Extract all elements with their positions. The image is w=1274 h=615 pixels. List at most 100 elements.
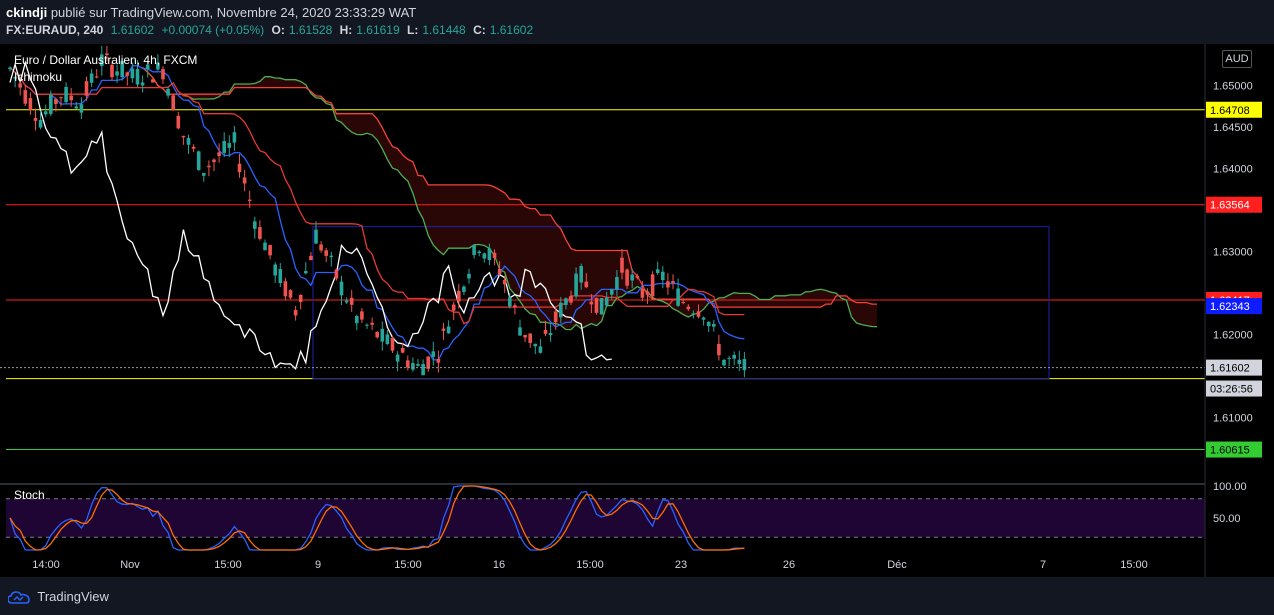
tradingview-cloud-icon xyxy=(7,590,30,604)
candle-body xyxy=(599,298,604,315)
time-tick-label: 16 xyxy=(493,559,505,571)
candle-body xyxy=(247,199,252,201)
close-label: C: xyxy=(473,23,486,37)
candle-body xyxy=(349,297,354,305)
high-label: H: xyxy=(339,23,353,37)
candle-body xyxy=(477,251,481,253)
candle-body xyxy=(115,71,119,76)
candle-body xyxy=(594,297,599,313)
price-tick-label: 1.61000 xyxy=(1213,413,1253,425)
candle-body xyxy=(416,364,420,366)
candle-body xyxy=(13,77,17,79)
candle-body xyxy=(513,305,517,308)
candle-body xyxy=(23,90,28,104)
candle-body xyxy=(610,289,614,295)
chart-background xyxy=(0,44,1274,577)
candle-body xyxy=(135,69,140,85)
candle-body xyxy=(74,106,79,109)
candle-body xyxy=(426,356,430,369)
price-label-bg xyxy=(1206,101,1262,118)
candle-body xyxy=(553,311,558,323)
candle-body xyxy=(309,255,313,261)
candle-body xyxy=(671,281,675,284)
price-label-text: 03:26:56 xyxy=(1210,384,1253,396)
time-tick-label: 7 xyxy=(1040,559,1046,571)
candle-body xyxy=(727,357,731,359)
cloud-fill xyxy=(142,67,878,330)
candle-body xyxy=(635,275,640,278)
candle-body xyxy=(298,294,303,302)
candle-body xyxy=(329,255,334,258)
candle-body xyxy=(579,266,583,283)
candle-body xyxy=(640,289,645,298)
price-axis[interactable]: 1.65000 1.64500 1.64000 1.63000 1.62000 1.610… xyxy=(1213,81,1253,425)
price-tick-label: 1.62000 xyxy=(1213,330,1253,342)
candle-body xyxy=(497,268,502,274)
candle-body xyxy=(375,332,379,338)
candle-body xyxy=(411,363,415,370)
candle-body xyxy=(650,274,655,297)
candle-body xyxy=(737,359,742,364)
price-labels: 1.647081.635641.624171.623431.6160203:26… xyxy=(1206,101,1262,458)
candle-body xyxy=(400,348,405,353)
author-name[interactable]: ckindji xyxy=(6,5,48,20)
candle-body xyxy=(273,264,277,276)
candle-body xyxy=(462,286,466,292)
candle-body xyxy=(283,281,288,297)
candle-body xyxy=(395,354,400,362)
candle-body xyxy=(406,360,410,368)
candle-body xyxy=(166,88,170,96)
price-change: +0.00074 (+0.05%) xyxy=(161,23,265,37)
candle-body xyxy=(69,95,73,101)
candle-body xyxy=(140,82,145,86)
candle-body xyxy=(94,76,99,78)
candle-body xyxy=(742,359,747,371)
stochastic-pane: 100.00 50.00 xyxy=(6,481,1247,551)
candle-body xyxy=(666,281,670,288)
time-axis[interactable]: 14:00 Nov 15:00 9 15:00 16 15:00 23 26 Déc 7 15:00 xyxy=(32,559,1148,571)
low-value: 1.61448 xyxy=(422,23,466,37)
tradingview-logo[interactable]: TradingView xyxy=(7,589,109,605)
candle-body xyxy=(293,310,298,316)
candle-body xyxy=(232,132,237,143)
candle-body xyxy=(487,248,492,261)
candle-body xyxy=(655,269,660,273)
stoch-band xyxy=(6,498,1205,538)
candle-body xyxy=(559,302,563,318)
candle-body xyxy=(288,290,293,298)
price-label-text: 1.60615 xyxy=(1210,445,1250,457)
time-tick-label: 26 xyxy=(783,559,795,571)
senkou-span-a xyxy=(142,67,878,331)
candle-body xyxy=(258,227,262,239)
ohlc-line: FX:EURAUD, 240 1.61602 +0.00074 (+0.05%)… xyxy=(6,23,537,37)
candle-body xyxy=(161,69,165,80)
candle-body xyxy=(589,301,594,305)
candle-body xyxy=(661,271,665,281)
candle-body xyxy=(278,269,283,284)
low-label: L: xyxy=(407,23,419,37)
price-label-bg xyxy=(1206,298,1262,315)
price-chart[interactable]: 100.00 50.00 1.65000 1.64500 1.64000 1.63000… xyxy=(0,44,1274,577)
candle-body xyxy=(171,95,175,111)
candle-body xyxy=(681,302,685,304)
symbol-interval[interactable]: FX:EURAUD, 240 xyxy=(6,23,104,37)
stoch-name[interactable]: Stoch xyxy=(14,488,45,502)
symbol-title[interactable]: Euro / Dollar Australien, 4h, FXCM xyxy=(14,53,198,67)
candle-body xyxy=(630,274,634,281)
close-value: 1.61602 xyxy=(489,23,534,37)
candle-body xyxy=(54,98,58,104)
candle-body xyxy=(314,229,318,244)
price-label-bg xyxy=(1206,380,1262,397)
price-label-bg xyxy=(1206,441,1262,458)
candle-body xyxy=(125,72,130,76)
high-value: 1.61619 xyxy=(356,23,400,37)
range-box[interactable] xyxy=(312,226,1050,380)
candle-body xyxy=(130,68,135,79)
indicator-name[interactable]: Ichimoku xyxy=(14,70,63,84)
lagging-span xyxy=(9,60,612,371)
candle-body xyxy=(38,120,43,128)
currency-badge[interactable]: AUD xyxy=(1222,50,1252,68)
candle-body xyxy=(339,281,344,296)
candle-body xyxy=(100,54,104,66)
candle-body xyxy=(431,351,436,357)
